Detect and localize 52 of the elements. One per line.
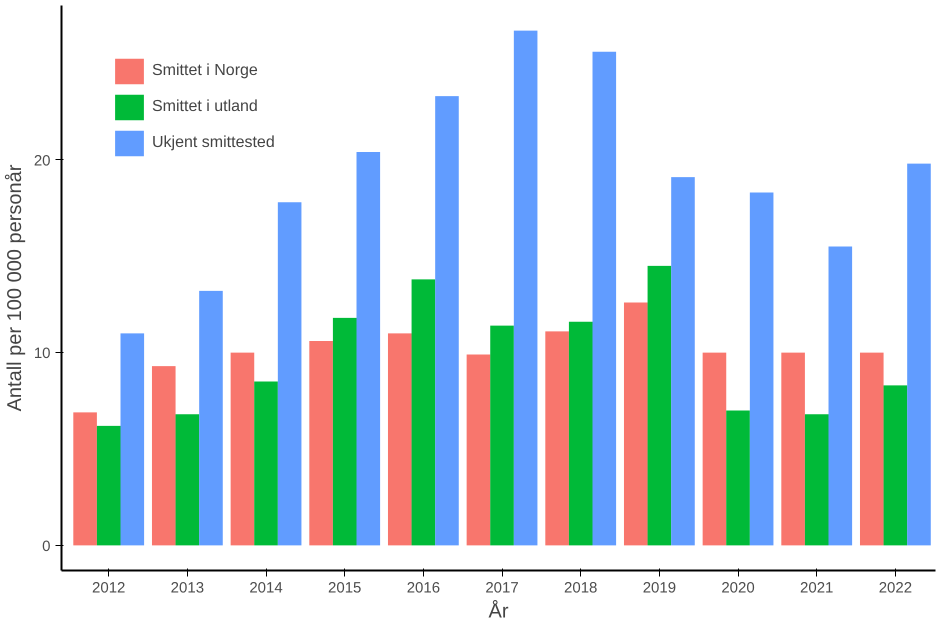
bar bbox=[152, 366, 176, 546]
x-tick-label: 2013 bbox=[170, 580, 204, 596]
bar bbox=[309, 341, 333, 546]
bar bbox=[804, 414, 829, 546]
x-tick-label: 2012 bbox=[92, 580, 126, 596]
bar bbox=[120, 333, 144, 546]
bar bbox=[435, 96, 459, 546]
y-tick-label: 10 bbox=[34, 345, 51, 362]
bar bbox=[490, 326, 514, 546]
bar bbox=[671, 177, 695, 546]
x-tick-label: 2014 bbox=[249, 580, 283, 596]
y-axis-title: Antall per 100 000 personår bbox=[4, 164, 26, 412]
bar bbox=[466, 354, 490, 546]
legend-label: Smittet i Norge bbox=[152, 62, 258, 80]
bar bbox=[781, 352, 805, 546]
bar bbox=[884, 385, 908, 546]
y-tick-label: 0 bbox=[42, 538, 50, 555]
bar bbox=[176, 414, 200, 546]
bar bbox=[199, 290, 223, 546]
bar bbox=[592, 52, 616, 546]
bar bbox=[278, 202, 302, 546]
legend-label: Ukjent smittested bbox=[152, 134, 275, 152]
bar bbox=[702, 352, 726, 546]
bar bbox=[514, 30, 538, 546]
bar bbox=[254, 382, 278, 546]
bar bbox=[568, 322, 593, 546]
x-tick-label: 2017 bbox=[485, 580, 519, 596]
bar bbox=[545, 331, 569, 546]
bar bbox=[860, 352, 884, 546]
y-tick-label: 20 bbox=[34, 152, 51, 170]
bar bbox=[332, 318, 357, 546]
bar bbox=[412, 279, 436, 546]
bar bbox=[73, 412, 97, 546]
bar bbox=[96, 426, 120, 546]
bar bbox=[624, 302, 648, 546]
x-tick-label: 2015 bbox=[328, 580, 362, 596]
x-tick-label: 2020 bbox=[721, 580, 755, 596]
bar bbox=[356, 152, 380, 546]
bar bbox=[907, 164, 931, 546]
bar bbox=[726, 410, 750, 546]
bar bbox=[828, 246, 852, 546]
x-tick-label: 2021 bbox=[800, 580, 834, 596]
x-tick-label: 2022 bbox=[878, 580, 912, 596]
bar bbox=[750, 192, 774, 546]
x-tick-label: 2019 bbox=[642, 580, 676, 596]
legend-label: Smittet i utland bbox=[152, 98, 258, 116]
bar bbox=[230, 352, 254, 546]
x-axis-title: År bbox=[488, 600, 509, 622]
x-tick-label: 2018 bbox=[564, 580, 598, 596]
x-tick-label: 2016 bbox=[406, 580, 440, 596]
bar bbox=[388, 333, 412, 546]
bar bbox=[648, 266, 672, 546]
